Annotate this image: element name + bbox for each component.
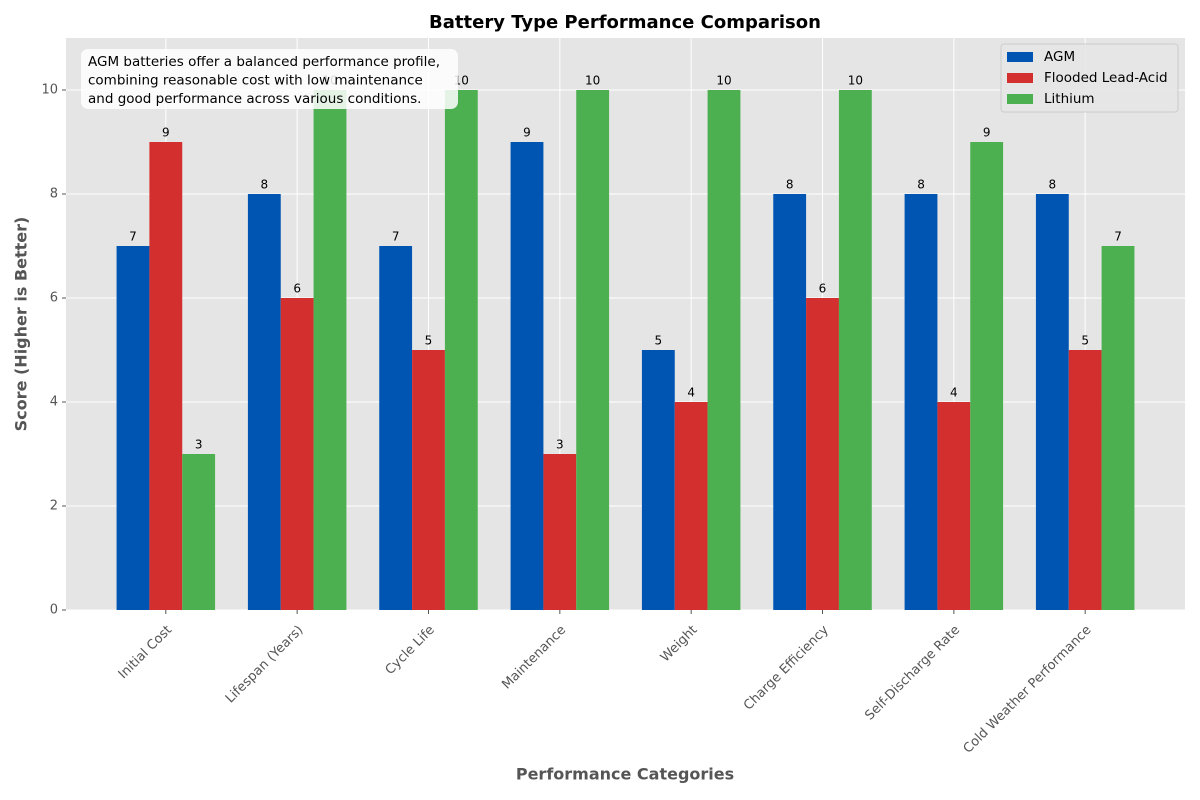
- data-label: 6: [819, 282, 827, 296]
- y-tick-label: 6: [50, 291, 58, 306]
- data-label: 8: [786, 178, 794, 192]
- data-label: 9: [983, 126, 991, 140]
- bar: [149, 142, 183, 610]
- bar: [379, 246, 413, 610]
- legend-swatch: [1007, 94, 1033, 104]
- x-tick-label: Maintenance: [499, 623, 569, 693]
- bar: [1068, 350, 1102, 610]
- data-label: 10: [585, 74, 600, 88]
- chart-title: Battery Type Performance Comparison: [429, 12, 821, 33]
- y-tick-label: 0: [50, 603, 58, 618]
- legend-swatch: [1007, 73, 1033, 83]
- data-label: 7: [1114, 230, 1122, 244]
- data-label: 7: [129, 230, 137, 244]
- x-tick-label: Weight: [658, 623, 701, 666]
- data-label: 9: [523, 126, 531, 140]
- data-label: 5: [425, 334, 433, 348]
- bar: [280, 298, 314, 610]
- data-label: 8: [261, 178, 269, 192]
- bar: [806, 298, 839, 610]
- legend-label: AGM: [1044, 49, 1075, 65]
- x-tick-label: Lifespan (Years): [223, 623, 307, 707]
- bar: [510, 142, 544, 610]
- bar: [1101, 246, 1135, 610]
- bar: [543, 454, 577, 610]
- legend-swatch: [1007, 52, 1033, 62]
- bar: [773, 194, 807, 610]
- annotation: AGM batteries offer a balanced performan…: [81, 49, 458, 109]
- bar: [412, 350, 445, 610]
- bar: [313, 90, 347, 610]
- bar: [576, 90, 610, 610]
- x-axis-label: Performance Categories: [516, 765, 734, 784]
- y-axis-label: Score (Higher is Better): [12, 217, 31, 432]
- plot-area: [66, 38, 1185, 610]
- bar: [641, 350, 675, 610]
- x-tick-label: Charge Efficiency: [741, 622, 832, 713]
- x-tick-label: Cycle Life: [383, 623, 438, 678]
- data-label: 3: [195, 438, 203, 452]
- bar: [1035, 194, 1069, 610]
- x-tick-label: Cold Weather Performance: [961, 623, 1095, 757]
- bar: [838, 90, 872, 610]
- data-label: 6: [293, 282, 301, 296]
- data-label: 7: [392, 230, 400, 244]
- bar: [182, 454, 216, 610]
- legend-label: Flooded Lead-Acid: [1044, 70, 1168, 86]
- y-tick-label: 4: [50, 395, 58, 410]
- bar: [674, 402, 708, 610]
- data-label: 8: [1049, 178, 1057, 192]
- x-tick-label: Initial Cost: [116, 623, 175, 682]
- legend-box: [1000, 43, 1179, 113]
- data-label: 10: [716, 74, 731, 88]
- bar: [116, 246, 150, 610]
- legend-label: Lithium: [1044, 91, 1095, 107]
- bar: [444, 90, 478, 610]
- bar: [247, 194, 281, 610]
- legend: AGM Flooded Lead-Acid Lithium: [1000, 43, 1179, 113]
- data-label: 5: [655, 334, 663, 348]
- data-label: 4: [950, 386, 958, 400]
- bar: [904, 194, 938, 610]
- data-label: 5: [1081, 334, 1089, 348]
- annotation-line: and good performance across various cond…: [88, 91, 421, 107]
- data-label: 4: [687, 386, 695, 400]
- data-label: 3: [556, 438, 564, 452]
- annotation-line: AGM batteries offer a balanced performan…: [88, 54, 440, 70]
- bar: [707, 90, 741, 610]
- annotation-box: [81, 49, 458, 109]
- y-tick-label: 2: [50, 499, 58, 514]
- y-tick-label: 8: [50, 187, 58, 202]
- data-label: 9: [162, 126, 170, 140]
- bar: [970, 142, 1004, 610]
- data-label: 8: [917, 178, 925, 192]
- bar: [937, 402, 971, 610]
- data-label: 10: [848, 74, 863, 88]
- x-tick-label: Self-Discharge Rate: [862, 623, 963, 724]
- annotation-line: combining reasonable cost with low maint…: [88, 73, 423, 89]
- y-tick-label: 10: [41, 83, 58, 98]
